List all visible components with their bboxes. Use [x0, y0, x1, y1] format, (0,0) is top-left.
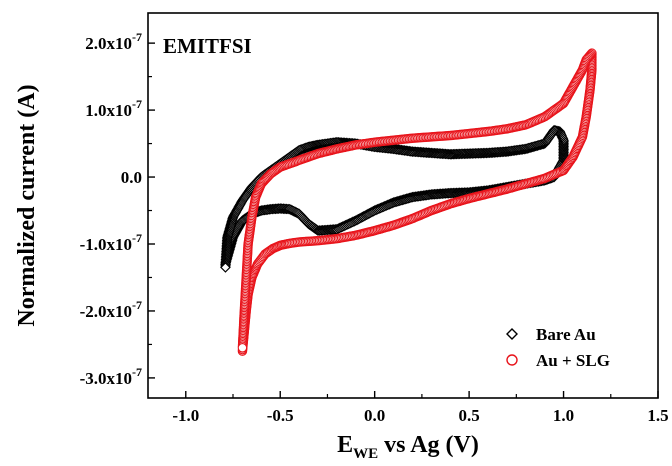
x-tick-label: 1.5	[647, 406, 668, 425]
x-axis-title-subscript: WE	[353, 446, 378, 462]
x-axis-title-rest: vs Ag (V)	[378, 432, 479, 458]
x-axis-ticks	[185, 391, 659, 398]
y-tick-label: 1.0x10-7	[85, 97, 142, 120]
legend-marker-circle-icon	[506, 354, 518, 366]
y-tick-label: -1.0x10-7	[80, 231, 142, 254]
x-axis-title: EWE vs Ag (V)	[337, 432, 479, 462]
legend-label-bare-au: Bare Au	[536, 325, 596, 344]
y-tick-label: -2.0x10-7	[80, 298, 142, 321]
y-axis-tick-labels: 2.0x10-7 1.0x10-7 0.0 -1.0x10-7 -2.0x10-7 -3.…	[80, 30, 142, 388]
data-point	[237, 343, 248, 353]
data-point	[220, 262, 231, 273]
x-tick-label: 0.5	[458, 406, 479, 425]
y-tick-label: 0.0	[121, 168, 142, 187]
x-tick-label: -0.5	[267, 406, 294, 425]
legend-label-au-slg: Au + SLG	[536, 351, 610, 370]
x-axis-tick-labels: -1.0 -0.5 0.0 0.5 1.0 1.5	[172, 406, 668, 425]
series-au-slg	[237, 48, 597, 356]
x-tick-label: -1.0	[172, 406, 199, 425]
x-axis-title-main: E	[337, 432, 353, 458]
y-tick-label: 2.0x10-7	[85, 30, 142, 53]
y-tick-label: -3.0x10-7	[80, 365, 142, 388]
y-axis-title: Normalized current (A)	[14, 84, 40, 326]
legend-item-au-slg: Au + SLG	[506, 351, 610, 370]
y-axis-ticks	[148, 42, 155, 379]
legend-marker-diamond-icon	[506, 328, 518, 340]
legend-item-bare-au: Bare Au	[506, 325, 596, 344]
chart-annotation: EMITFSI	[163, 34, 252, 58]
x-tick-label: 1.0	[553, 406, 574, 425]
legend: Bare Au Au + SLG	[506, 325, 610, 370]
plot-frame	[147, 12, 659, 399]
x-tick-label: 0.0	[364, 406, 385, 425]
series-layer	[220, 48, 597, 356]
